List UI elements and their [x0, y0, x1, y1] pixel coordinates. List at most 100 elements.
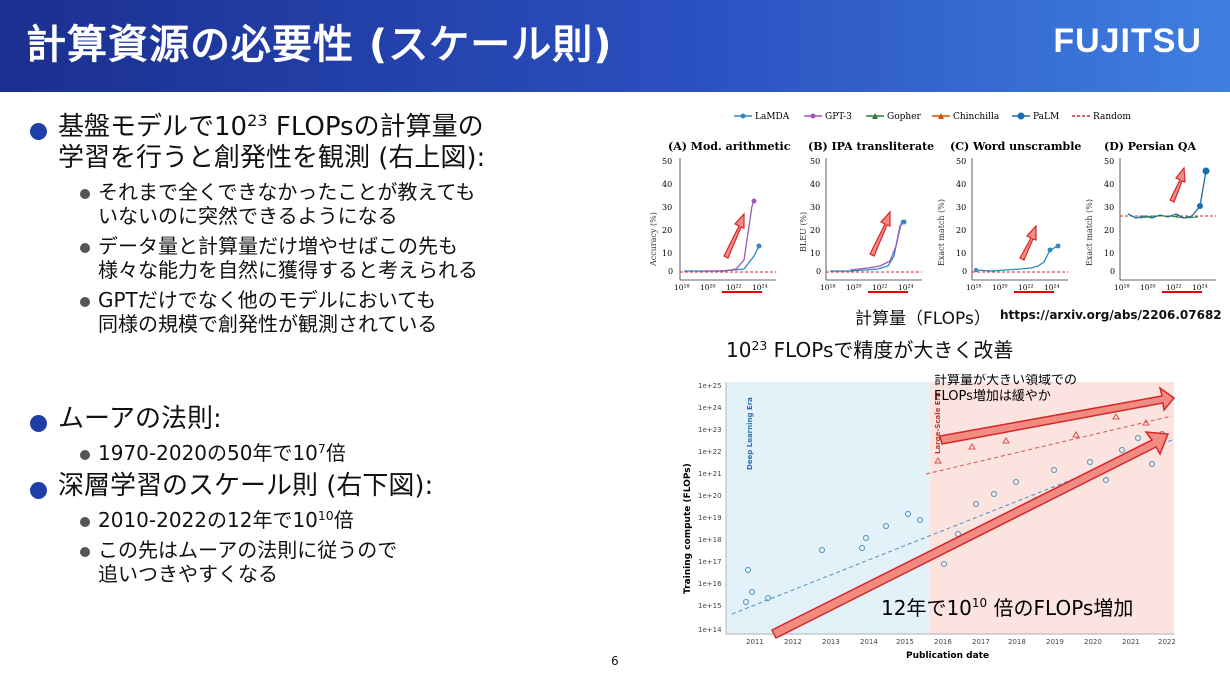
data-point: [1103, 477, 1109, 483]
data-point: [1112, 413, 1120, 420]
tick-label: 2022: [1158, 638, 1176, 646]
sub-bullet-text: 同様の規模で創発性が観測されている: [98, 312, 438, 336]
tick-label: 10²⁰: [1140, 283, 1156, 292]
sub-bullet-2: データ量と計算量だけ増やせばこの先も 様々な能力を自然に獲得すると考えられる: [78, 234, 630, 282]
increase-arrow-icon: [1169, 166, 1186, 203]
data-point: [819, 547, 825, 553]
tick-label: 20: [1104, 226, 1114, 235]
data-point: [1202, 167, 1210, 175]
panel-title: (C) Word unscramble: [950, 140, 1081, 153]
superscript: 23: [751, 338, 768, 354]
sub-bullet-3: GPTだけでなく他のモデルにおいても 同様の規模で創発性が観測されている: [78, 288, 630, 336]
sub-bullet-1: それまで全くできなかったことが教えても いないのに突然できるようになる: [78, 180, 630, 228]
legend-marker: [1017, 112, 1025, 120]
bullet-scaling-law: 深層学習のスケール則 (右下図):: [30, 471, 630, 502]
tick-label: 10²²: [1018, 283, 1034, 292]
data-point: [901, 219, 907, 225]
tick-label: 40: [956, 180, 966, 189]
tick-label: 0: [962, 267, 967, 276]
tick-label: 50: [956, 157, 966, 166]
legend-label: Gopher: [887, 112, 921, 122]
tick-label: 2020: [1084, 638, 1102, 646]
tick-label: 40: [1104, 180, 1114, 189]
tick-label: 20: [810, 226, 820, 235]
panel-a: (A) Mod. arithmetic Accuracy (%) 50 40 3…: [649, 140, 791, 293]
y-axis-label: Training compute (FLOPs): [683, 463, 693, 594]
bullet-text: 深層学習のスケール則 (右下図):: [58, 471, 434, 501]
data-point: [1142, 419, 1150, 426]
data-point: [756, 243, 762, 249]
y-tick-labels: 1e+25 1e+24 1e+23 1e+22 1e+21 1e+20 1e+1…: [698, 382, 722, 634]
tick-label: 1e+15: [698, 602, 722, 610]
tick-label: 2013: [822, 638, 840, 646]
tick-label: 10²²: [1166, 283, 1182, 292]
slide-title: 計算資源の必要性 (スケール則): [26, 22, 613, 68]
series-palm: [975, 245, 1059, 272]
tick-label: 2014: [860, 638, 878, 646]
bullet-text: ムーアの法則:: [58, 404, 222, 434]
era-label: Deep Learning Era: [746, 397, 754, 470]
legend-marker: [872, 113, 878, 119]
data-point: [1002, 437, 1010, 444]
data-point: [1087, 459, 1093, 465]
tick-label: 1e+14: [698, 626, 722, 634]
bullet-list: 基盤モデルで1023 FLOPsの計算量の 学習を行うと創発性を観測 (右上図)…: [30, 112, 630, 342]
tick-label: 40: [662, 180, 672, 189]
data-point: [934, 457, 942, 464]
tick-label: 50: [810, 157, 820, 166]
legend-label: LaMDA: [755, 112, 790, 122]
tick-label: 2017: [972, 638, 990, 646]
data-point: [1072, 431, 1080, 438]
tick-label: 10²⁰: [992, 283, 1008, 292]
compute-trend-figure: Deep Learning Era Large-Scale Era Traini…: [683, 374, 1176, 661]
sub-bullet-text: 1970-2020の50年で10: [98, 441, 318, 465]
data-point: [745, 567, 751, 573]
caption-text: 10: [726, 338, 752, 362]
sub-bullet-5: 2010-2022の12年で1010倍: [78, 508, 630, 532]
tick-label: 50: [662, 157, 672, 166]
tick-label: 1e+18: [698, 536, 722, 544]
panel-ylabel: Accuracy (%): [649, 212, 658, 267]
tick-label: 1e+24: [698, 404, 722, 412]
trend-line-large-scale: [925, 415, 1173, 475]
legend-label: Chinchilla: [953, 112, 1000, 122]
tick-label: 50: [1104, 157, 1114, 166]
data-point: [1051, 467, 1057, 473]
series-lamda: [684, 245, 760, 272]
title-bar: 計算資源の必要性 (スケール則) FUJITSU: [0, 0, 1230, 92]
emergence-figure: LaMDA GPT-3 Gopher Chinchilla PaLM Rando…: [649, 112, 1216, 293]
source-url: https://arxiv.org/abs/2206.07682: [1000, 308, 1222, 322]
legend-marker: [938, 113, 944, 119]
legend: LaMDA GPT-3 Gopher Chinchilla PaLM Rando…: [734, 112, 1131, 122]
bullet-foundation-models: 基盤モデルで1023 FLOPsの計算量の 学習を行うと創発性を観測 (右上図)…: [30, 112, 630, 174]
tick-label: 10¹⁸: [966, 283, 982, 292]
legend-label: Random: [1093, 112, 1131, 122]
tick-label: 0: [816, 267, 821, 276]
increase-arrow-icon: [723, 212, 745, 259]
tick-label: 10²⁴: [1192, 283, 1208, 292]
tick-label: 1e+22: [698, 448, 722, 456]
tick-label: 10²²: [726, 283, 742, 292]
data-point: [1047, 247, 1053, 253]
panel-title: (A) Mod. arithmetic: [668, 140, 791, 153]
page-number: 6: [611, 654, 619, 668]
tick-label: 1e+21: [698, 470, 722, 478]
data-point: [751, 198, 757, 204]
tick-label: 30: [956, 203, 966, 212]
data-point: [859, 545, 865, 551]
sub-bullet-text: GPTだけでなく他のモデルにおいても: [98, 288, 437, 312]
caption-text: FLOPsで精度が大きく改善: [767, 338, 1014, 362]
panel-title: (B) IPA transliterate: [808, 140, 934, 153]
tick-label: 1e+23: [698, 426, 722, 434]
panel-d: (D) Persian QA Exact match (%) 50 40 30 …: [1085, 140, 1216, 293]
tick-label: 1e+17: [698, 558, 722, 566]
era-label: Large-Scale Era: [934, 392, 942, 454]
tick-label: 2018: [1008, 638, 1026, 646]
tick-label: 20: [662, 226, 672, 235]
legend-label: GPT-3: [825, 112, 852, 122]
growth-arrow-icon: [770, 431, 1170, 640]
annotation-text: 倍のFLOPs増加: [987, 596, 1133, 620]
legend-marker: [740, 113, 746, 119]
data-point: [968, 443, 976, 450]
tick-label: 2019: [1046, 638, 1064, 646]
